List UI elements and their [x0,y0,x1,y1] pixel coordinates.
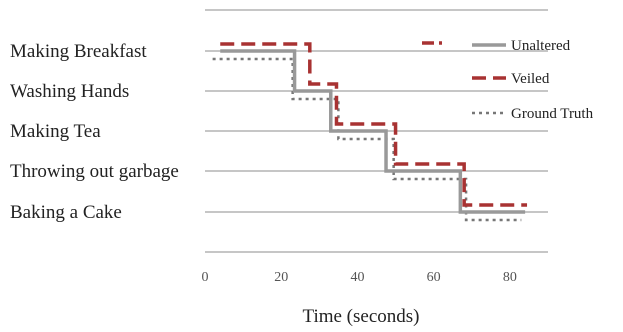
x-tick-label-2: 40 [350,270,364,285]
x-tick-labels: 0 20 40 60 80 [202,270,517,285]
series-line-2 [212,57,522,222]
x-tick-label-0: 0 [202,270,209,285]
legend-label-1: Veiled [511,71,550,87]
category-label-3: Throwing out garbage [10,161,179,182]
legend-label-2: Ground Truth [511,106,594,122]
series-line-0 [220,49,526,214]
legend: Unaltered Veiled Ground Truth [422,38,594,122]
x-tick-label-1: 20 [274,270,288,285]
category-labels: Making Breakfast Washing Hands Making Tea T… [10,41,179,223]
category-label-0: Making Breakfast [10,41,147,62]
series-lines [212,42,528,222]
category-label-2: Making Tea [10,121,101,142]
category-label-1: Washing Hands [10,81,129,102]
category-label-4: Baking a Cake [10,202,122,223]
legend-label-0: Unaltered [511,38,571,54]
x-tick-label-4: 80 [503,270,517,285]
series-line-1 [220,42,528,207]
x-tick-label-3: 60 [427,270,441,285]
x-axis-title: Time (seconds) [303,306,420,327]
